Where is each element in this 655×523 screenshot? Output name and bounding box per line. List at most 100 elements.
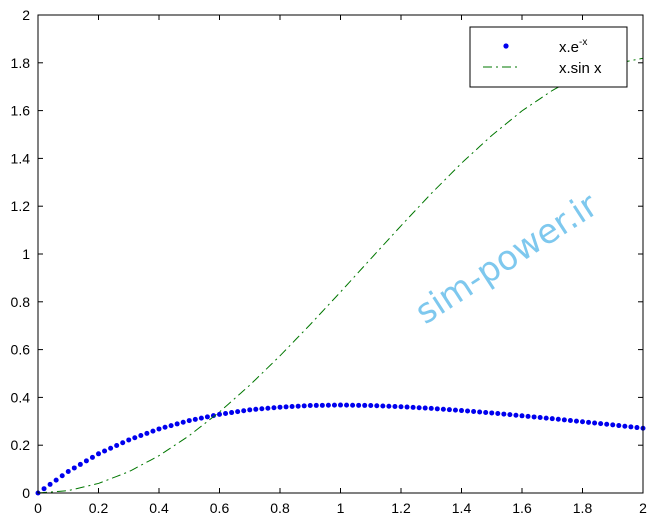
series-0-point <box>289 404 295 410</box>
series-0-point <box>543 415 549 421</box>
series-0-point <box>102 448 108 454</box>
series-0-point <box>83 458 89 464</box>
series-0-point <box>489 410 495 416</box>
series-0-point <box>561 417 567 423</box>
series-0-point <box>392 403 398 409</box>
series-0-point <box>47 481 53 487</box>
series-0-point <box>386 403 392 409</box>
x-tick-label: 1.6 <box>512 500 532 516</box>
series-0-point <box>313 402 319 408</box>
series-0-point <box>138 433 144 439</box>
x-tick-label: 0.4 <box>149 500 169 516</box>
series-0-point <box>277 404 283 410</box>
series-0-point <box>549 416 555 422</box>
y-tick-label: 0 <box>22 485 30 501</box>
series-0-point <box>271 405 277 411</box>
series-0-point <box>204 414 210 420</box>
series-0-point <box>398 404 404 410</box>
series-0-point <box>525 413 531 419</box>
legend: x.e-x x.sin x <box>469 26 628 88</box>
series-0-point <box>229 410 235 416</box>
series-0-point <box>519 413 525 419</box>
y-tick-label: 0.8 <box>11 294 31 310</box>
series-0-point <box>350 402 356 408</box>
y-tick-label: 1.4 <box>11 150 31 166</box>
series-0-point <box>356 402 362 408</box>
series-0-point <box>307 403 313 409</box>
series-0-point <box>65 468 71 474</box>
series-0-point <box>283 404 289 410</box>
series-0-point <box>616 423 622 429</box>
series-0-point <box>465 408 471 414</box>
series-0-point <box>610 422 616 428</box>
series-0-point <box>71 465 77 471</box>
series-0-point <box>301 403 307 409</box>
series-0-point <box>471 409 477 414</box>
legend-item-x-sin: x.sin x <box>483 60 602 77</box>
y-tick-label: 1 <box>22 246 30 262</box>
series-0-point <box>156 426 162 432</box>
legend-label-x-exp: x.e-x <box>559 37 587 56</box>
series-0-point <box>180 419 186 425</box>
series-0-point <box>573 418 579 424</box>
series-0-point <box>477 409 483 415</box>
series-0-point <box>108 445 114 451</box>
y-tick-label: 0.6 <box>11 342 31 358</box>
series-0-point <box>604 421 610 427</box>
series-0-point <box>174 421 180 427</box>
x-tick-label: 0.8 <box>270 500 290 516</box>
series-0-point <box>422 405 428 411</box>
series-0-point <box>41 486 47 492</box>
legend-item-x-exp: x.e-x <box>503 37 587 56</box>
series-0-point <box>410 404 416 410</box>
x-tick-label: 1.8 <box>573 500 593 516</box>
series-0-point <box>446 407 452 413</box>
series-0-point <box>567 418 573 424</box>
series-0-point <box>319 402 325 408</box>
axes: 0 0.2 0.4 0.6 0.8 1 1.2 1.4 1.6 1.8 2 0 0.2 0.4 0.6 0.8… <box>11 7 648 516</box>
series-0-point <box>592 420 598 426</box>
y-tick-label: 0.2 <box>11 437 31 453</box>
series-0-point <box>186 418 192 424</box>
y-tick-label: 0.4 <box>11 389 31 405</box>
series-0-point <box>628 424 634 430</box>
series-0-point <box>374 403 380 409</box>
series-0-point <box>483 409 489 415</box>
series-0-point <box>331 402 337 408</box>
series-0-point <box>452 407 458 413</box>
series-0-point <box>513 412 519 418</box>
legend-label-x-exp-superscript: -x <box>579 37 587 48</box>
series-0-point <box>114 442 120 448</box>
series-0-point <box>404 404 410 410</box>
series-0-point <box>555 416 561 422</box>
series-0-point <box>440 406 446 412</box>
legend-label-x-sin: x.sin x <box>559 60 602 77</box>
legend-marker-dot <box>503 43 509 49</box>
legend-label-x-exp-base: x.e <box>559 39 579 56</box>
series-0-point <box>338 402 343 408</box>
series-layer <box>35 57 646 496</box>
series-0-point <box>344 402 350 408</box>
series-0-point <box>325 402 331 408</box>
series-0-point <box>210 413 216 419</box>
series-0-point <box>598 421 604 427</box>
series-0-point <box>295 403 301 409</box>
y-tick-label: 2 <box>22 7 30 23</box>
series-0-point <box>150 428 156 434</box>
series-0-point <box>217 411 222 417</box>
x-tick-label: 0.6 <box>210 500 230 516</box>
series-0-point <box>241 408 247 414</box>
series-0-point <box>235 409 241 415</box>
x-tick-label: 1.2 <box>391 500 411 516</box>
series-0-point <box>59 473 65 479</box>
series-0-point <box>89 454 95 460</box>
y-tick-label: 1.8 <box>11 55 31 71</box>
series-0-point <box>580 419 585 425</box>
series-0-point <box>53 477 59 483</box>
series-0-point <box>192 416 198 422</box>
series-0-point <box>537 415 543 421</box>
series-0-point <box>507 412 513 418</box>
series-0-point <box>459 408 464 414</box>
series-0-point <box>144 430 150 436</box>
x-tick-label: 1.4 <box>452 500 472 516</box>
